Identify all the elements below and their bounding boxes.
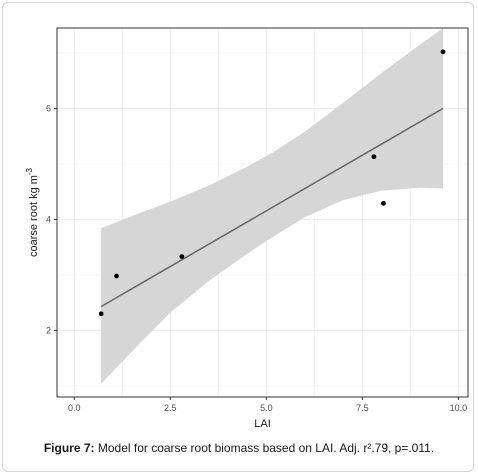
x-axis-ticks: 0.0 2.5 5.0 7.5 10.0 bbox=[68, 397, 467, 413]
y-axis-title: coarse root kg m-3 bbox=[25, 167, 40, 257]
data-point bbox=[114, 273, 119, 279]
figure-caption: Figure 7: Model for coarse root biomass … bbox=[0, 441, 478, 455]
x-tick-label: 5.0 bbox=[260, 403, 273, 413]
data-point bbox=[440, 49, 446, 55]
figure-caption-text: Model for coarse root biomass based on L… bbox=[94, 441, 435, 455]
confidence-band bbox=[101, 28, 444, 384]
data-points bbox=[98, 49, 446, 317]
data-point bbox=[179, 254, 185, 260]
y-axis-ticks: 2 4 6 bbox=[46, 103, 57, 335]
x-axis-title: LAI bbox=[254, 418, 271, 430]
y-tick-label: 2 bbox=[46, 325, 51, 335]
figure-caption-label: Figure 7: bbox=[43, 441, 95, 455]
data-point bbox=[381, 200, 386, 206]
data-point bbox=[371, 154, 377, 160]
x-tick-label: 10.0 bbox=[450, 403, 468, 413]
panel-border bbox=[56, 27, 469, 398]
y-axis-title-superscript: -3 bbox=[25, 167, 34, 175]
x-tick-label: 7.5 bbox=[356, 403, 369, 413]
x-tick-label: 0.0 bbox=[68, 403, 81, 413]
y-axis-title-main: coarse root kg m bbox=[28, 175, 40, 257]
x-tick-label: 2.5 bbox=[164, 403, 177, 413]
y-tick-label: 4 bbox=[46, 214, 51, 224]
data-point bbox=[98, 311, 104, 317]
regression-line bbox=[100, 107, 444, 308]
y-tick-label: 6 bbox=[46, 103, 51, 113]
